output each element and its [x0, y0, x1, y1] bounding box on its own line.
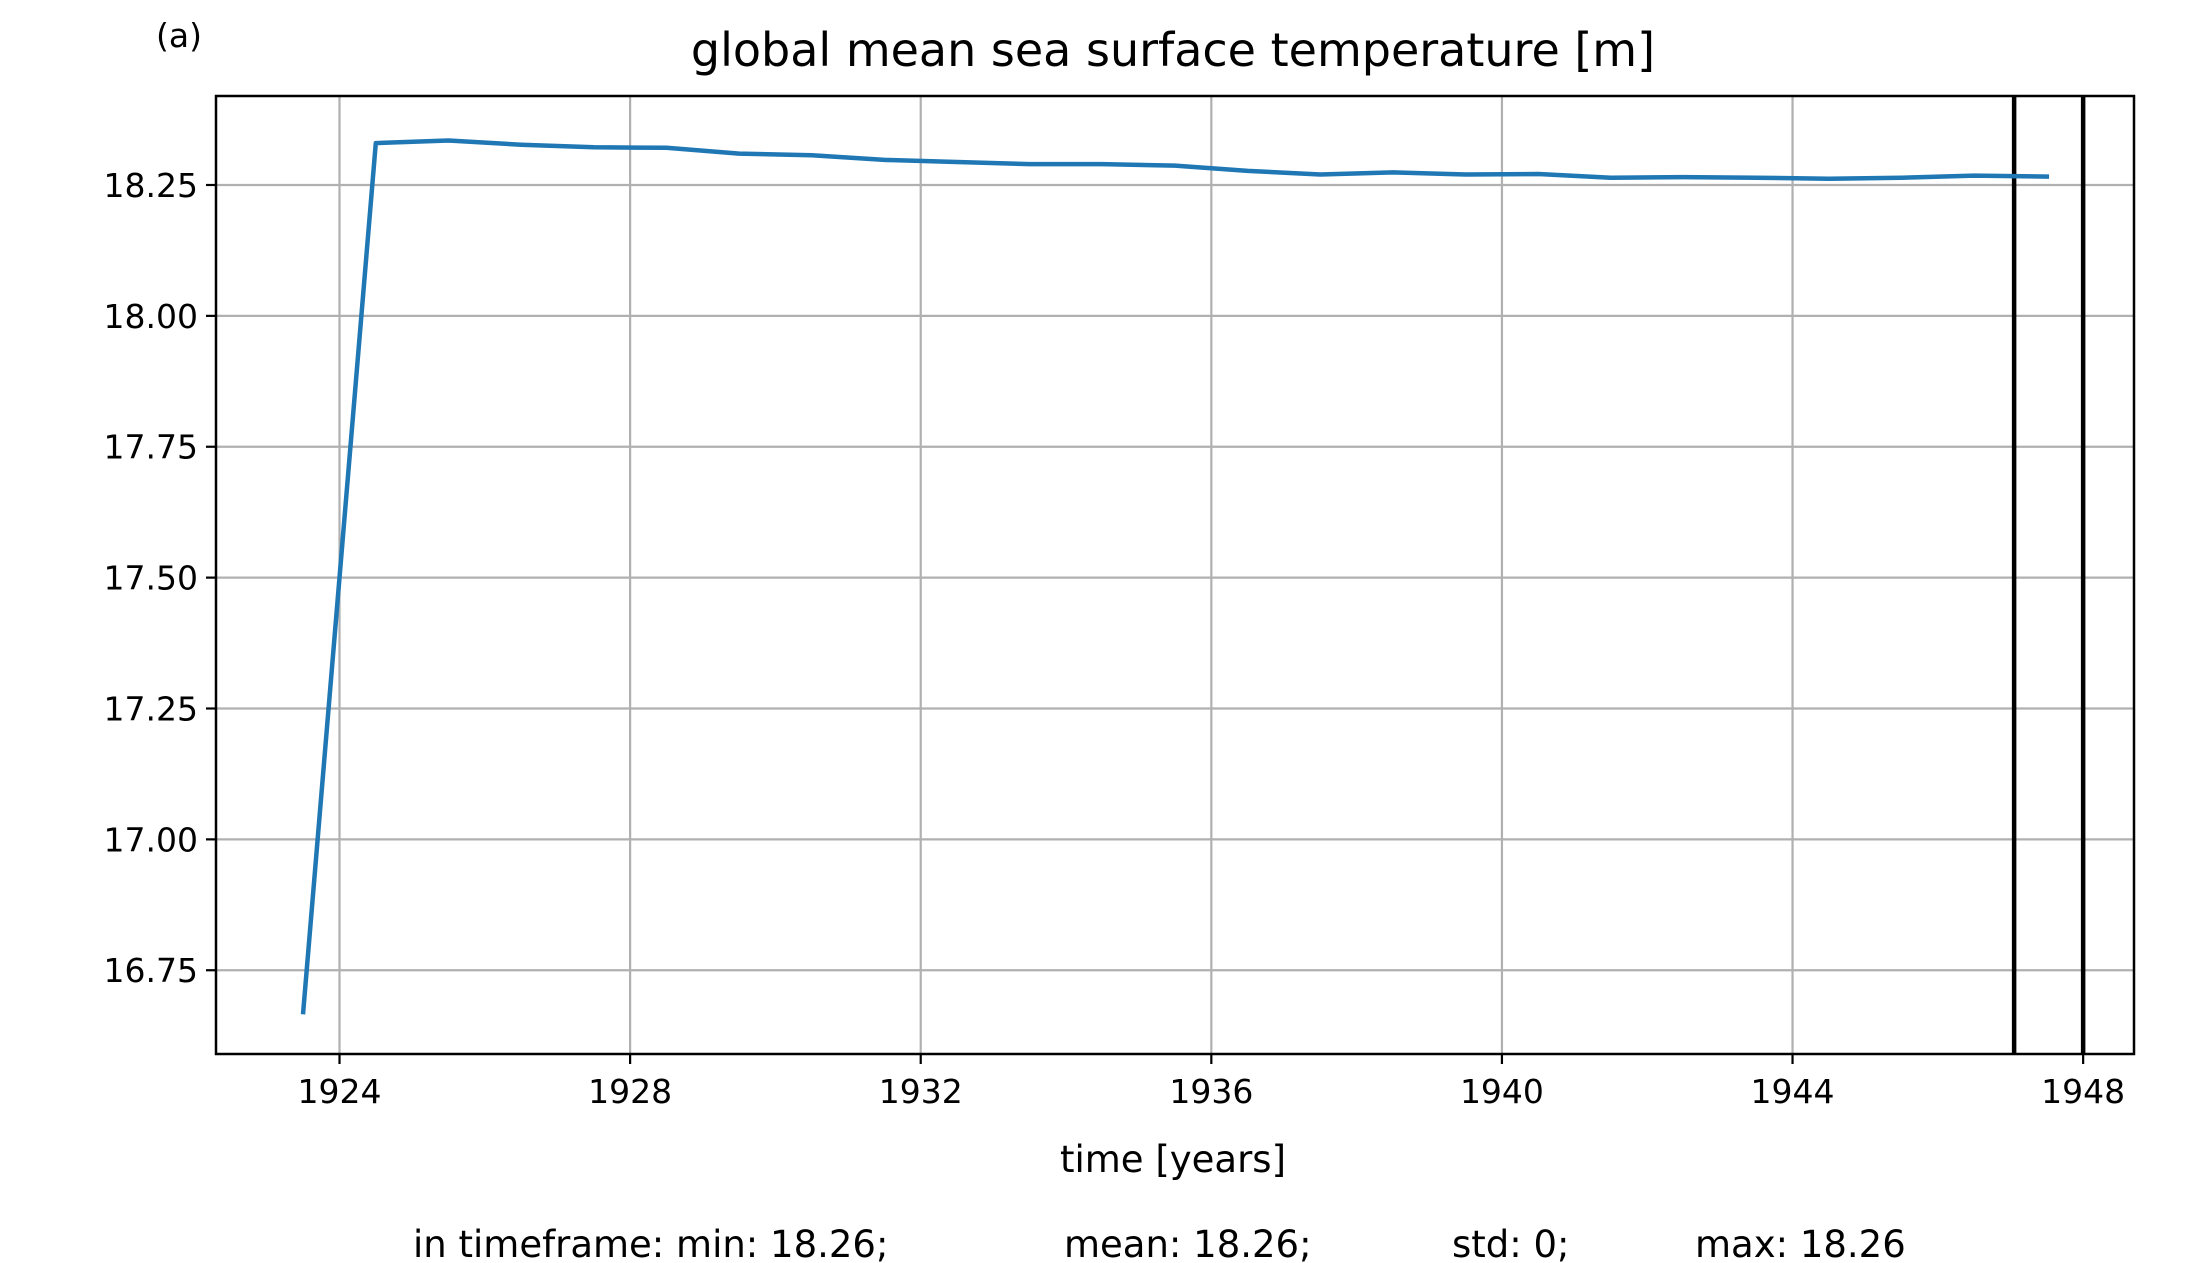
x-tick-label: 1928 [588, 1072, 672, 1111]
grid [216, 96, 2134, 1054]
panel-label: (a) [156, 16, 202, 55]
stats-mean: mean: 18.26; [1064, 1223, 1312, 1263]
stats-min: in timeframe: min: 18.26; [413, 1223, 888, 1263]
x-tick-label: 1948 [2041, 1072, 2125, 1111]
y-tick-label: 18.25 [104, 166, 198, 205]
stats-std: std: 0; [1452, 1223, 1570, 1263]
vertical-markers [2011, 96, 2086, 1054]
chart-title: global mean sea surface temperature [m] [691, 23, 1655, 77]
y-tick-label: 18.00 [104, 297, 198, 336]
x-axis-label: time [years] [1060, 1138, 1286, 1181]
y-tick-label: 17.75 [104, 428, 198, 467]
x-tick-label: 1932 [879, 1072, 963, 1111]
stats-line: in timeframe: min: 18.26; mean: 18.26; s… [413, 1223, 1906, 1263]
y-tick-label: 17.50 [104, 559, 198, 598]
x-tick-label: 1944 [1751, 1072, 1835, 1111]
series-line [300, 138, 2050, 1015]
x-tick-label: 1936 [1169, 1072, 1253, 1111]
x-tick-label: 1940 [1460, 1072, 1544, 1111]
y-tick-label: 16.75 [104, 951, 198, 990]
y-tick-label: 17.00 [104, 820, 198, 859]
series-layer [300, 138, 2050, 1015]
y-axis: 16.75 17.00 17.25 17.50 17.75 18.00 18.25 [104, 166, 216, 990]
plot-frame [214, 94, 2136, 1056]
y-tick-label: 17.25 [104, 689, 198, 728]
x-axis: 1924 1928 1932 1936 1940 1944 1948 [298, 1054, 2125, 1111]
x-tick-label: 1924 [298, 1072, 382, 1111]
stats-max: max: 18.26 [1695, 1223, 1906, 1263]
